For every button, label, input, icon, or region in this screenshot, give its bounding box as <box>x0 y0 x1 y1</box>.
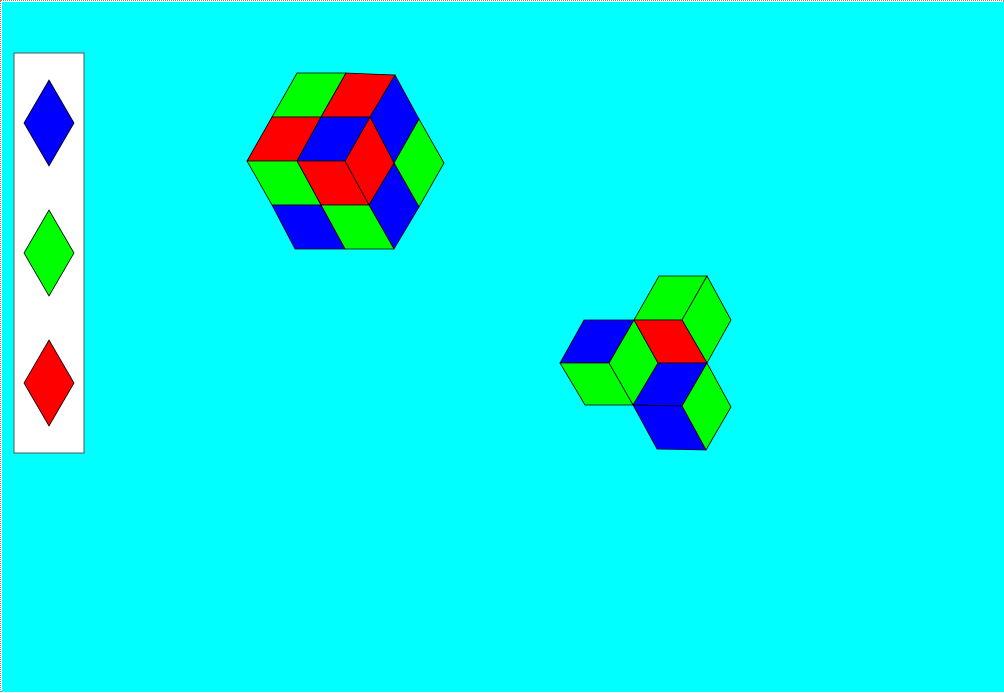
rhombus-piece[interactable] <box>632 404 707 451</box>
rhombus-piece[interactable] <box>271 204 346 250</box>
piece-cluster-lower-right[interactable] <box>559 275 732 451</box>
palette-items <box>23 79 75 427</box>
palette-rhombus-red[interactable] <box>23 339 75 427</box>
piece-cluster-upper-left[interactable] <box>246 72 445 250</box>
palette-rhombus-green[interactable] <box>23 209 75 297</box>
palette-rhombus-blue[interactable] <box>23 79 75 167</box>
